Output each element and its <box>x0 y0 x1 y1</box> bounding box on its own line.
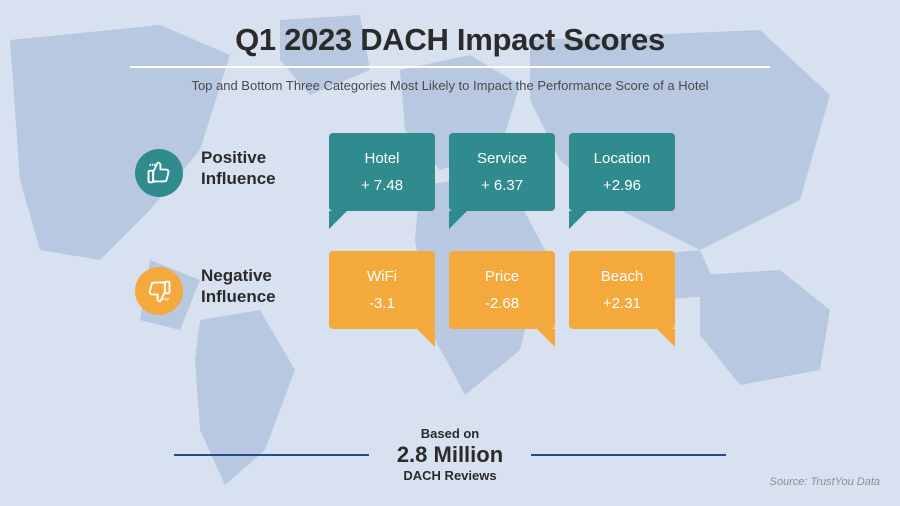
title-rule <box>130 66 770 68</box>
footer-text: Based on 2.8 Million DACH Reviews <box>397 426 503 484</box>
negative-label-line2: Influence <box>201 286 311 307</box>
footer: Based on 2.8 Million DACH Reviews <box>0 426 900 484</box>
card-category: Location <box>594 148 651 169</box>
card-value: -2.68 <box>485 293 519 314</box>
positive-cards: Hotel + 7.48 Service + 6.37 Location +2.… <box>329 133 675 211</box>
card-value: +2.96 <box>603 175 641 196</box>
positive-card: Service + 6.37 <box>449 133 555 211</box>
negative-card: Price -2.68 <box>449 251 555 329</box>
footer-rule-right <box>531 454 726 456</box>
card-tail <box>329 211 347 229</box>
card-tail <box>537 329 555 347</box>
negative-label-line1: Negative <box>201 265 311 286</box>
negative-cards: WiFi -3.1 Price -2.68 Beach +2.31 <box>329 251 675 329</box>
card-tail <box>569 211 587 229</box>
negative-card: Beach +2.31 <box>569 251 675 329</box>
card-tail <box>657 329 675 347</box>
positive-card: Hotel + 7.48 <box>329 133 435 211</box>
negative-row: Negative Influence WiFi -3.1 Price -2.68… <box>40 251 860 369</box>
page-title: Q1 2023 DACH Impact Scores <box>40 22 860 58</box>
negative-label: Negative Influence <box>201 265 311 308</box>
card-category: Beach <box>601 266 644 287</box>
positive-row: Positive Influence Hotel + 7.48 Service … <box>40 133 860 251</box>
footer-rule-left <box>174 454 369 456</box>
negative-card: WiFi -3.1 <box>329 251 435 329</box>
footer-line1: Based on <box>397 426 503 442</box>
thumbs-up-icon <box>135 149 183 197</box>
footer-line3: DACH Reviews <box>397 468 503 484</box>
card-value: + 6.37 <box>481 175 523 196</box>
positive-label-line2: Influence <box>201 168 311 189</box>
card-category: WiFi <box>367 266 397 287</box>
card-value: + 7.48 <box>361 175 403 196</box>
card-value: -3.1 <box>369 293 395 314</box>
positive-card: Location +2.96 <box>569 133 675 211</box>
card-category: Service <box>477 148 527 169</box>
positive-label: Positive Influence <box>201 147 311 190</box>
card-category: Price <box>485 266 519 287</box>
card-value: +2.31 <box>603 293 641 314</box>
positive-label-line1: Positive <box>201 147 311 168</box>
card-category: Hotel <box>364 148 399 169</box>
source-citation: Source: TrustYou Data <box>770 476 880 488</box>
subtitle: Top and Bottom Three Categories Most Lik… <box>40 78 860 93</box>
card-tail <box>417 329 435 347</box>
influence-rows: Positive Influence Hotel + 7.48 Service … <box>40 133 860 369</box>
footer-line2: 2.8 Million <box>397 442 503 468</box>
card-tail <box>449 211 467 229</box>
thumbs-down-icon <box>135 267 183 315</box>
